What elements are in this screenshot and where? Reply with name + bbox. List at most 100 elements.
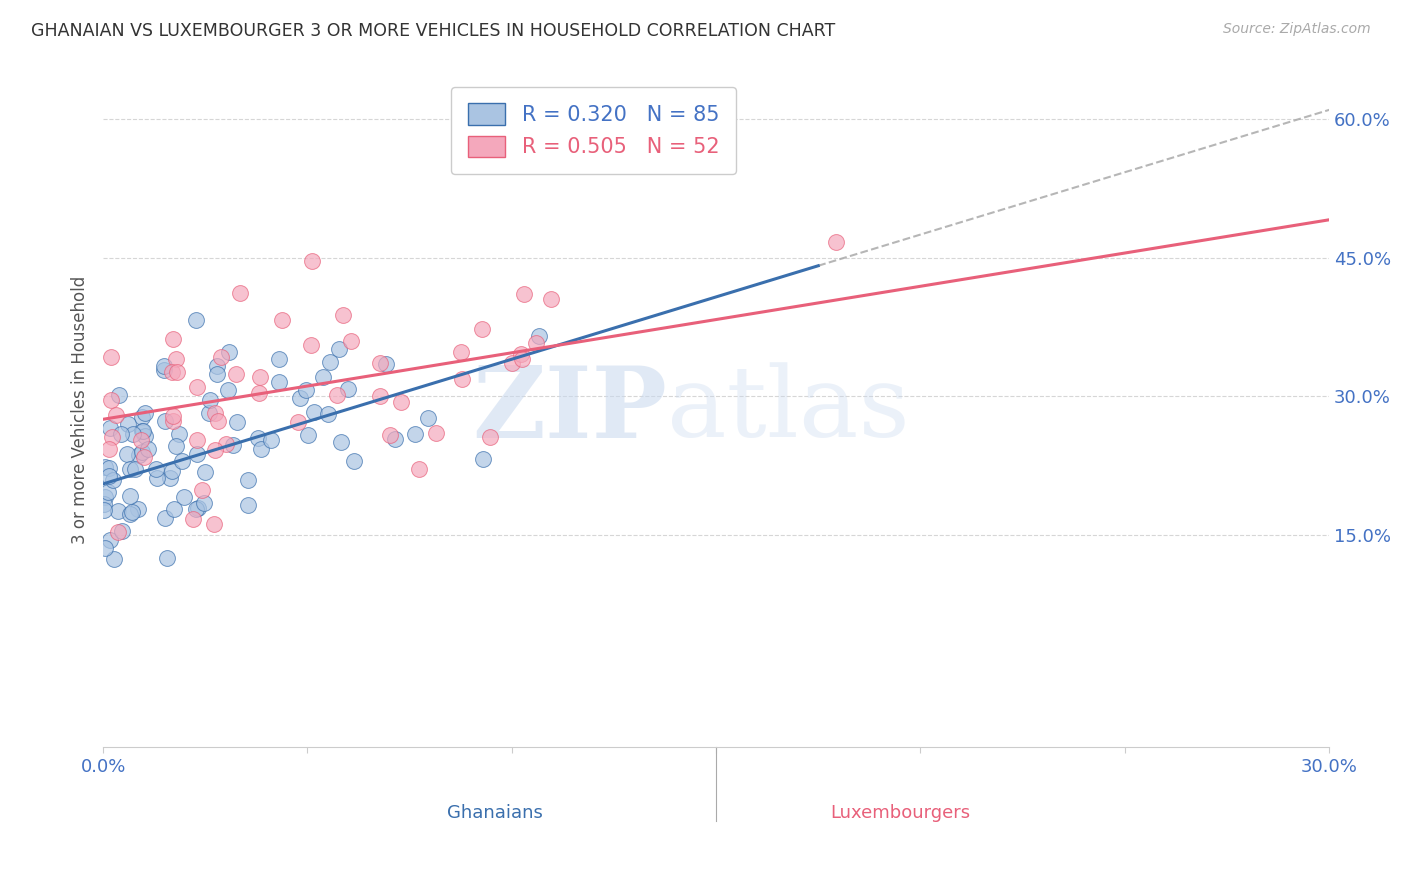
Point [160,464,183,478]
Point [471,452,494,467]
Point [540,292,562,306]
Point [204,406,226,420]
Point [250,442,273,456]
Point [110,426,132,441]
Point [162,332,184,346]
Point [128,448,150,462]
Point [205,368,228,382]
Point [107,504,129,518]
Point [105,408,128,422]
Point [122,427,145,442]
Point [162,414,184,428]
Point [247,385,270,400]
Point [120,462,142,476]
Point [145,462,167,476]
Point [271,313,294,327]
Point [226,415,249,429]
Point [97,485,120,500]
Point [117,417,139,431]
Point [193,496,215,510]
Point [100,421,122,435]
Point [103,552,125,566]
Point [340,334,363,348]
Point [153,414,176,428]
Point [100,350,122,364]
Point [118,507,141,521]
Point [170,454,193,468]
Point [100,430,122,444]
Text: atlas: atlas [666,362,910,458]
Point [425,426,447,441]
Point [134,406,156,420]
Point [194,465,217,479]
Point [287,415,309,429]
Point [153,359,176,374]
Point [236,498,259,512]
Point [301,254,323,268]
Point [165,439,187,453]
Point [297,428,319,442]
Point [153,511,176,525]
Y-axis label: 3 or more Vehicles in Household: 3 or more Vehicles in Household [72,276,89,544]
Point [451,372,474,386]
Point [93,502,115,516]
Text: Ghanaians: Ghanaians [447,805,543,822]
Point [319,355,342,369]
Point [181,511,204,525]
Point [163,501,186,516]
Point [302,405,325,419]
Point [225,367,247,381]
Point [299,337,322,351]
Point [166,365,188,379]
Point [186,380,208,394]
Point [524,336,547,351]
Point [187,501,209,516]
Point [138,442,160,457]
Point [134,450,156,464]
Point [295,383,318,397]
Point [416,410,439,425]
Point [343,454,366,468]
Point [107,524,129,539]
Point [162,409,184,423]
Point [98,442,121,457]
Point [408,462,430,476]
Point [93,497,115,511]
Point [217,384,239,398]
Point [478,430,501,444]
Point [146,471,169,485]
Point [186,433,208,447]
Point [471,322,494,336]
Point [115,446,138,460]
Text: Luxembourgers: Luxembourgers [830,805,970,822]
Point [384,432,406,446]
Point [118,490,141,504]
Point [824,235,846,249]
Point [326,388,349,402]
Point [152,363,174,377]
Point [236,473,259,487]
Point [186,447,208,461]
Point [215,437,238,451]
Text: ZIP: ZIP [472,361,666,458]
Point [316,407,339,421]
Point [108,387,131,401]
Point [207,414,229,428]
Point [380,428,402,442]
Text: Source: ZipAtlas.com: Source: ZipAtlas.com [1223,22,1371,37]
Point [97,469,120,483]
Point [159,471,181,485]
Point [111,524,134,539]
Point [209,350,232,364]
Point [202,517,225,532]
Point [101,473,124,487]
Point [124,462,146,476]
Point [134,429,156,443]
Point [288,391,311,405]
Point [131,424,153,438]
Point [267,375,290,389]
Point [229,285,252,300]
Point [169,427,191,442]
Legend: R = 0.320   N = 85, R = 0.505   N = 52: R = 0.320 N = 85, R = 0.505 N = 52 [451,87,737,174]
Point [121,504,143,518]
